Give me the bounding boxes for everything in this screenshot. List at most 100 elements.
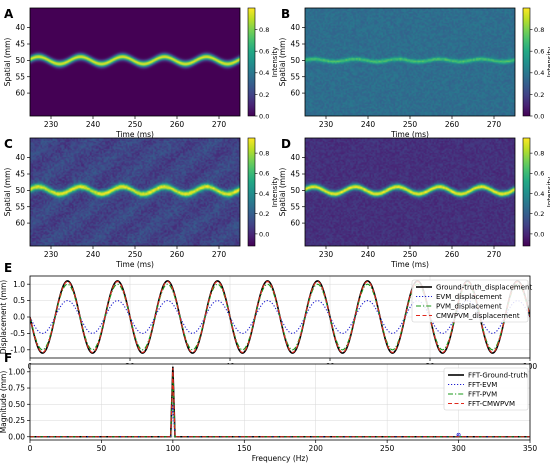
y-tick-label: 60 (15, 219, 25, 228)
x-tick-label: 250 (128, 250, 143, 259)
y-tick-label: 0.00 (8, 432, 25, 441)
panel-label-f: F (4, 351, 12, 365)
y-tick-label: 55 (290, 72, 300, 81)
colorbar-tick-label: 0.2 (534, 210, 544, 218)
legend-label: Ground-truth_displacement (436, 284, 532, 292)
y-tick-label: 0.25 (8, 416, 25, 425)
colorbar-tick-label: 0.4 (534, 190, 544, 198)
x-tick-label: 230 (319, 120, 334, 129)
colorbar-tick-label: 0.8 (259, 150, 269, 158)
y-axis-label: Spatial (mm) (278, 168, 287, 217)
y-tick-label: 60 (290, 219, 300, 228)
x-tick-label: 240 (86, 120, 101, 129)
x-tick-label: 270 (212, 120, 227, 129)
y-tick-label: 50 (15, 186, 25, 195)
colorbar-tick-label: 0.6 (534, 170, 544, 178)
x-tick-label: 270 (487, 250, 502, 259)
x-axis-label: Time (ms) (115, 130, 154, 139)
panel-label-c: C (4, 137, 13, 151)
y-tick-label: 55 (290, 202, 300, 211)
colorbar-label: Intensity (546, 47, 550, 77)
y-tick-label: 55 (15, 72, 25, 81)
x-tick-label: 0 (28, 444, 33, 453)
x-tick-label: 350 (523, 444, 538, 453)
heatmap-image (305, 138, 515, 246)
y-tick-label: 45 (15, 170, 25, 179)
x-tick-label: 200 (309, 444, 324, 453)
series-line-fft-cmwpvm (30, 367, 530, 438)
legend-box (411, 279, 529, 323)
legend-label: FFT-Ground-truth (468, 372, 528, 380)
x-tick-label: 230 (319, 250, 334, 259)
legend-label: FFT-CMWPVM (468, 400, 515, 408)
plot-area (30, 366, 530, 438)
x-tick-label: 250 (380, 444, 395, 453)
colorbar (247, 137, 256, 247)
heatmap-image (30, 8, 240, 116)
y-tick-label: 45 (15, 40, 25, 49)
colorbar-tick-label: 0.0 (259, 230, 269, 238)
panel-a: A 230 240 250 260 270 Time (ms) 40 45 50 55 60Spati… (3, 7, 279, 139)
x-tick-label: 50 (97, 444, 107, 453)
x-tick-label: 250 (403, 250, 418, 259)
y-tick-label: 60 (290, 89, 300, 98)
plot-frame (29, 363, 531, 441)
legend-label: EVM_displacement (436, 293, 502, 301)
y-tick-label: 50 (290, 186, 300, 195)
legend-label: FFT-EVM (468, 381, 497, 389)
x-tick-label: 240 (361, 250, 376, 259)
colorbar-tick-label: 0.0 (534, 112, 544, 120)
y-tick-label: 50 (15, 56, 25, 65)
colorbar-label: Intensity (271, 47, 279, 77)
y-tick-label: 50 (290, 56, 300, 65)
panel-label-d: D (281, 137, 291, 151)
panel-label-e: E (4, 261, 12, 275)
y-tick-label: 40 (290, 153, 300, 162)
heatmap-image (305, 8, 515, 116)
colorbar-tick-label: 0.6 (259, 170, 269, 178)
x-tick-label: 260 (170, 120, 185, 129)
colorbar (247, 7, 256, 117)
heatmap-image (30, 138, 240, 246)
panel-d: D 230 240 250 260 270 Time (ms) 40 45 50 55 60Spati… (278, 137, 550, 269)
x-axis-label: Time (ms) (115, 260, 154, 269)
legend: Ground-truth_displacementEVM_displacemen… (411, 279, 532, 323)
colorbar-tick-label: 0.2 (259, 210, 269, 218)
y-tick-label: 45 (290, 170, 300, 179)
y-tick-label: 1.0 (13, 280, 25, 289)
y-axis-label: Spatial (mm) (3, 38, 12, 87)
y-axis-label: Magnitude (mm) (0, 371, 8, 434)
x-tick-label: 260 (445, 250, 460, 259)
legend-label: PVM_displacement (436, 303, 502, 311)
x-tick-label: 270 (212, 250, 227, 259)
x-tick-label: 240 (86, 250, 101, 259)
panel-label-b: B (281, 7, 290, 21)
x-axis-label: Frequency (Hz) (252, 454, 309, 463)
y-axis-label: Spatial (mm) (3, 168, 12, 217)
colorbar-tick-label: 0.4 (259, 190, 269, 198)
y-tick-label: 60 (15, 89, 25, 98)
series-line-cmwpvm-displacement (30, 281, 530, 353)
y-axis-label: Displacement (mm) (0, 280, 8, 354)
x-tick-label: 300 (451, 444, 466, 453)
x-tick-label: 150 (237, 444, 252, 453)
y-tick-label: 0.5 (13, 296, 25, 305)
y-tick-label: -1.0 (10, 345, 25, 354)
y-axis-label: Spatial (mm) (278, 38, 287, 87)
x-tick-label: 250 (128, 120, 143, 129)
colorbar-tick-label: 0.2 (259, 91, 269, 99)
colorbar-tick-label: 0.4 (259, 69, 269, 77)
legend-label: CMWPVM_displacement (436, 312, 520, 320)
y-tick-label: 1.00 (8, 367, 25, 376)
colorbar-tick-label: 0.2 (534, 91, 544, 99)
colorbar (522, 137, 531, 247)
y-tick-label: -0.5 (10, 329, 25, 338)
legend-box (443, 367, 529, 411)
plot-area (30, 280, 530, 354)
colorbar-tick-label: 0.0 (534, 230, 544, 238)
x-tick-label: 100 (166, 444, 181, 453)
colorbar-tick-label: 0.6 (534, 48, 544, 56)
y-tick-label: 0.75 (8, 384, 25, 393)
